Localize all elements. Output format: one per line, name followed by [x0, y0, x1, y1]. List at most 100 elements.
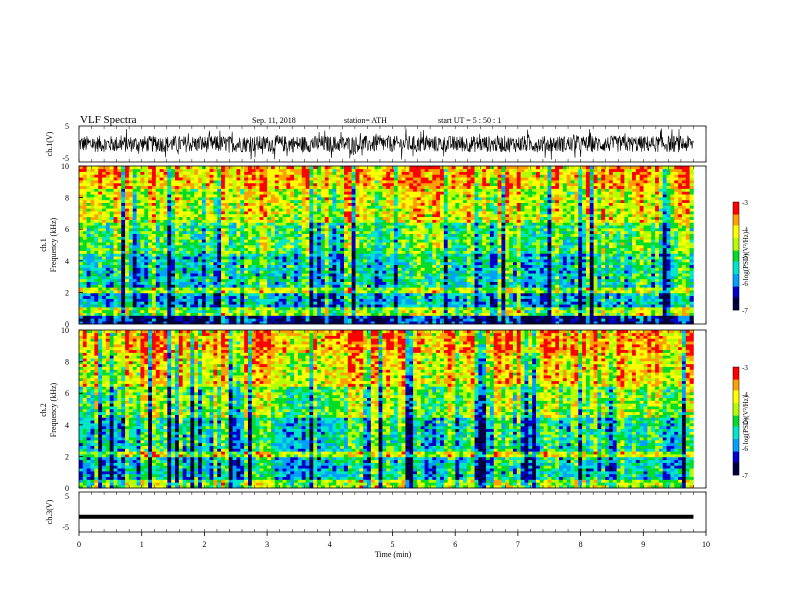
ch1-spectrogram-cell	[274, 276, 279, 280]
ch1-spectrogram-cell	[167, 225, 172, 229]
ch1-spectrogram-cell	[175, 318, 180, 322]
ch1-spectrogram-cell	[286, 194, 291, 198]
ch1-spectrogram-cell	[274, 205, 279, 209]
ch1-spectrogram-cell	[163, 261, 168, 266]
ch1-spectrogram-cell	[340, 208, 345, 212]
ch1-spectrogram-cell	[221, 261, 226, 266]
ch1-spectrogram-cell	[171, 236, 176, 240]
ch1-spectrogram-cell	[90, 273, 95, 277]
ch1-spectrogram-cell	[397, 301, 402, 305]
ch1-spectrogram-cell	[340, 242, 345, 246]
ch1-spectrogram-cell	[351, 298, 356, 302]
ch1-spectrogram-cell	[125, 304, 130, 308]
ch1-spectrogram-cell	[282, 197, 287, 201]
ch1-spectrogram-cell	[382, 309, 387, 314]
ch1-spectrogram-cell	[416, 256, 422, 260]
ch1-spectrogram-cell	[198, 245, 203, 249]
ch1-spectrogram-cell	[224, 216, 230, 220]
ch1-spectrogram-cell	[378, 177, 383, 181]
ch1-spectrogram-cell	[255, 230, 260, 235]
ch1-spectrogram-cell	[198, 270, 203, 274]
ch1-spectrogram-cell	[221, 239, 226, 243]
ch1-spectrogram-cell	[125, 168, 130, 172]
ch1-spectrogram-cell	[305, 259, 310, 263]
ch1-spectrogram-cell	[182, 321, 187, 325]
ch1-spectrogram-cell	[182, 295, 187, 299]
ch1-spectrogram-cell	[144, 213, 149, 218]
ch1-spectrogram-cell	[217, 253, 222, 257]
ch1-spectrogram-cell	[409, 242, 414, 246]
ch1-spectrogram-cell	[198, 222, 203, 226]
ch1-spectrogram-cell	[186, 278, 191, 282]
ch1-spectrogram-cell	[405, 273, 410, 277]
ch1-spectrogram-cell	[267, 228, 272, 232]
ch1-spectrogram-cell	[274, 261, 279, 266]
ch1-spectrogram-cell	[351, 292, 356, 297]
ch1-spectrogram-cell	[236, 228, 241, 232]
ch1-spectrogram-cell	[155, 199, 160, 203]
ch1-spectrogram-cell	[370, 307, 376, 311]
ch1-spectrogram-cell	[240, 211, 245, 215]
ch1-spectrogram-cell	[340, 177, 345, 181]
ch1-spectrogram-cell	[263, 188, 268, 192]
ch1-spectrogram-cell	[90, 213, 95, 218]
ch1-spectrogram-cell	[305, 219, 310, 223]
ch1-spectrogram-cell	[332, 287, 337, 291]
ch1-spectrogram-cell	[290, 298, 295, 302]
ch1-spectrogram-cell	[240, 247, 245, 251]
ch1-spectrogram-cell	[140, 284, 145, 288]
ch1-spectrogram-cell	[305, 298, 310, 302]
ch1-spectrogram-cell	[201, 177, 207, 181]
ch1-spectrogram-cell	[397, 202, 402, 206]
ch1-spectrogram-cell	[198, 309, 203, 314]
ch1-spectrogram-cell	[98, 321, 103, 325]
ch1-spectrogram-cell	[370, 287, 376, 291]
ch1-spectrogram-cell	[294, 270, 299, 274]
ch1-spectrogram-cell	[274, 284, 279, 288]
ch1-spectrogram-cell	[86, 309, 91, 314]
ch1-spectrogram-cell	[282, 318, 287, 322]
ch1-spectrogram-cell	[121, 188, 126, 192]
ch1-spectrogram-cell	[86, 182, 91, 187]
ch1-spectrogram-cell	[132, 321, 137, 325]
ch1-spectrogram-cell	[217, 250, 222, 254]
ch1-spectrogram-cell	[128, 194, 134, 198]
ch1-spectrogram-cell	[251, 191, 256, 195]
ch1-spectrogram-cell	[113, 222, 118, 226]
ch1-spectrogram-cell	[136, 177, 141, 181]
ch1-spectrogram-cell	[171, 216, 176, 220]
ch1-spectrogram-cell	[397, 267, 402, 271]
ch1-spectrogram-cell	[378, 219, 383, 223]
ch1-spectrogram-cell	[374, 321, 379, 325]
ch1-spectrogram-cell	[363, 211, 368, 215]
ch1-spectrogram-cell	[363, 247, 368, 251]
ch1-spectrogram-cell	[294, 216, 299, 220]
ch1-spectrogram-cell	[132, 216, 137, 220]
ch1-spectrogram-cell	[374, 194, 379, 198]
ch1-spectrogram-cell	[409, 230, 414, 235]
ch1-spectrogram-cell	[178, 171, 183, 175]
ch1-spectrogram-cell	[313, 182, 318, 187]
ch1-spectrogram-cell	[240, 171, 245, 175]
ch1-spectrogram-cell	[397, 256, 402, 260]
ch1-spectrogram-cell	[201, 292, 207, 297]
ch1-spectrogram-cell	[251, 166, 256, 170]
ch1-spectrogram-cell	[271, 290, 276, 294]
ch1-spectrogram-cell	[359, 182, 364, 187]
ch1-spectrogram-cell	[198, 312, 203, 316]
ch1-spectrogram-cell	[163, 281, 168, 285]
ch1-spectrogram-cell	[397, 290, 402, 294]
ch1-spectrogram-cell	[263, 202, 268, 206]
ch1-spectrogram-cell	[236, 301, 241, 305]
ch1-spectrogram-cell	[79, 208, 84, 212]
ch1-spectrogram-cell	[290, 168, 295, 172]
ch1-spectrogram-cell	[378, 307, 383, 311]
ch1-spectrogram-cell	[175, 239, 180, 243]
ch1-spectrogram-cell	[290, 185, 295, 189]
ch1-spectrogram-cell	[125, 188, 130, 192]
ch1-spectrogram-cell	[159, 202, 164, 206]
ch1-spectrogram-cell	[328, 307, 333, 311]
ch1-spectrogram-cell	[236, 205, 241, 209]
ch1-spectrogram-cell	[144, 270, 149, 274]
ch1-spectrogram-cell	[90, 242, 95, 246]
